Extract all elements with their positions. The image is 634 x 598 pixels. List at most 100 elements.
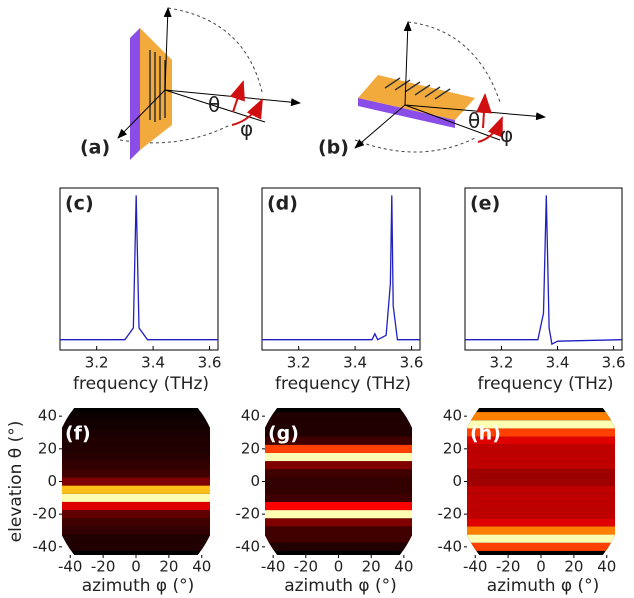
heatmap-band (62, 420, 210, 429)
diagram-label: (b) (318, 137, 349, 159)
x-tick-label: -40 (463, 558, 488, 576)
heatmap-band (265, 452, 412, 462)
x-tick-label: 3.4 (343, 354, 367, 372)
heatmap-band (62, 485, 210, 494)
spectrum-line (60, 195, 218, 341)
phi-symbol: φ (500, 123, 513, 147)
y-tick-label: 40 (241, 407, 260, 425)
panel-label: (h) (470, 423, 501, 445)
x-tick-label: 3.4 (546, 354, 570, 372)
heatmap-band (62, 412, 210, 421)
heatmap-band (265, 428, 412, 437)
y-axis-label: elevation θ (°) (6, 421, 26, 543)
diagram-b: (b) θ φ (318, 21, 546, 159)
heatmap-band (467, 542, 615, 551)
plot-frame (464, 187, 623, 351)
y-tick-label: 20 (241, 439, 260, 457)
heatmap-band (265, 461, 412, 470)
x-tick-label: 20 (362, 558, 381, 576)
heatmap-band (265, 493, 412, 502)
heatmap-band (62, 436, 210, 445)
y-tick-label: -20 (438, 505, 463, 523)
heatmap-band (467, 501, 615, 511)
x-axis-label: frequency (THz) (477, 374, 613, 394)
x-tick-label: 3.6 (198, 354, 222, 372)
heatmap-band (467, 534, 615, 543)
spectrum-line (262, 195, 420, 341)
heatmap-band (467, 510, 615, 519)
heatmap-band (265, 510, 412, 519)
y-tick-label: -40 (236, 537, 261, 555)
heatmap-band (265, 436, 412, 445)
heatmap-band (265, 501, 412, 511)
heatmap-band (265, 420, 412, 429)
panel-label: (d) (267, 193, 298, 215)
heatmap-band (265, 469, 412, 478)
x-tick-label: -40 (58, 558, 83, 576)
x-tick-label: -20 (91, 558, 116, 576)
heatmap-band (265, 485, 412, 494)
heatmap-band (467, 493, 615, 502)
heatmap-band (265, 412, 412, 421)
heatmap-band (62, 461, 210, 470)
diagram-label: (a) (80, 137, 110, 159)
x-tick-label: 0 (536, 558, 546, 576)
heatmap-band (62, 501, 210, 511)
panel-label: (c) (65, 193, 94, 215)
y-tick-label: 0 (47, 472, 57, 490)
heatmap-band (265, 534, 412, 543)
y-tick-label: 20 (443, 439, 462, 457)
heatmap-band (467, 526, 615, 535)
heatmap-band (265, 444, 412, 453)
x-tick-label: 40 (597, 558, 616, 576)
y-tick-label: -40 (33, 537, 58, 555)
theta-symbol: θ (208, 93, 220, 117)
x-tick-label: 3.2 (490, 354, 514, 372)
x-tick-label: 20 (159, 558, 178, 576)
x-tick-label: 3.2 (85, 354, 109, 372)
plot-frame (59, 187, 219, 351)
phi-symbol: φ (240, 117, 253, 141)
x-tick-label: 3.6 (400, 354, 424, 372)
heatmap-band (467, 412, 615, 421)
heatmap (62, 408, 210, 555)
heatmap-band (62, 452, 210, 462)
heatmap-band (62, 518, 210, 527)
x-tick-label: 0 (131, 558, 141, 576)
x-axis-label: azimuth φ (°) (487, 576, 600, 596)
heatmap-band (467, 469, 615, 478)
heatmap-band (467, 452, 615, 462)
heatmap-band (62, 510, 210, 519)
x-tick-label: 40 (394, 558, 413, 576)
plot-frame (261, 187, 421, 351)
y-tick-label: -20 (33, 505, 58, 523)
heatmap-band (467, 485, 615, 494)
panel-label: (e) (470, 193, 500, 215)
y-tick-label: 20 (38, 439, 57, 457)
y-tick-label: -40 (438, 537, 463, 555)
heatmap-band (62, 534, 210, 543)
heatmap-band (62, 526, 210, 535)
heatmap-band (62, 428, 210, 437)
x-axis-label: frequency (THz) (275, 374, 411, 394)
heatmap-band (467, 518, 615, 527)
heatmap-band (467, 444, 615, 453)
heatmap-band (62, 444, 210, 453)
x-tick-label: 40 (192, 558, 211, 576)
y-tick-label: 40 (443, 407, 462, 425)
panel-label: (f) (65, 423, 91, 445)
heatmap (265, 408, 412, 555)
x-tick-label: 3.4 (141, 354, 165, 372)
x-axis-label: frequency (THz) (73, 374, 209, 394)
heatmap-band (62, 477, 210, 486)
heatmap-band (467, 428, 615, 437)
x-tick-label: 0 (334, 558, 344, 576)
y-tick-label: 0 (452, 472, 462, 490)
x-tick-label: -20 (294, 558, 319, 576)
heatmap (467, 408, 615, 555)
heatmap-band (467, 436, 615, 445)
diagram-a: (a) θ φ (80, 7, 301, 160)
x-tick-label: 20 (564, 558, 583, 576)
theta-symbol: θ (468, 109, 480, 133)
